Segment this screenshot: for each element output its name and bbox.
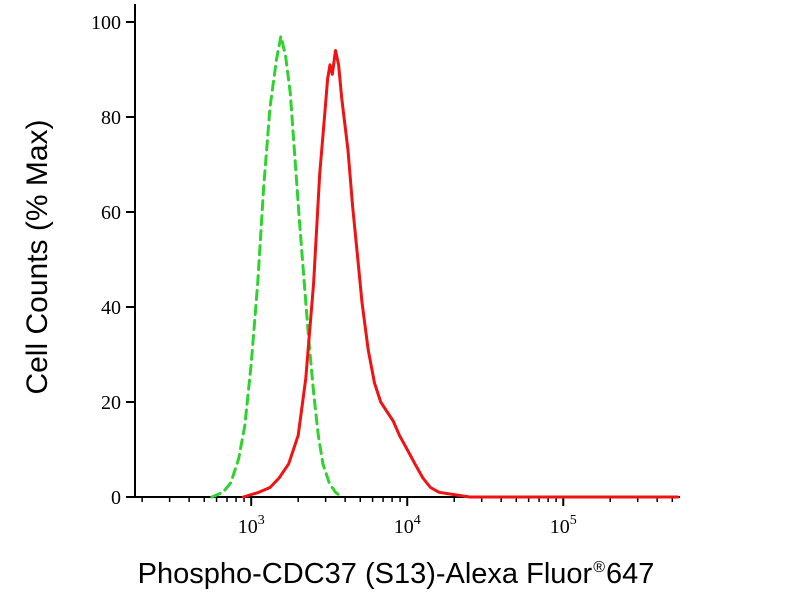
x-tick-label: 104	[394, 513, 421, 538]
red-solid-histogram	[241, 49, 679, 499]
x-tick-label: 103	[238, 513, 265, 538]
y-axis-title-text: Cell Counts (% Max)	[21, 119, 54, 395]
green-dashed-histogram	[210, 34, 344, 499]
y-axis-title: Cell Counts (% Max)	[21, 119, 55, 394]
y-tick-label: 40	[101, 297, 121, 319]
x-tick-label: 105	[550, 513, 577, 538]
y-tick-label: 0	[111, 487, 121, 509]
y-tick-label: 100	[91, 12, 121, 34]
registered-trademark-symbol: ®	[593, 559, 605, 577]
x-axis-title: Phospho-CDC37 (S13)-Alexa Fluor®647	[138, 558, 655, 591]
x-axis-title-main: Phospho-CDC37 (S13)-Alexa Fluor	[137, 558, 593, 590]
y-tick-label: 20	[101, 392, 121, 414]
y-tick-label: 80	[101, 107, 121, 129]
x-axis-title-suffix: 647	[605, 558, 655, 590]
y-tick-label: 60	[101, 202, 121, 224]
